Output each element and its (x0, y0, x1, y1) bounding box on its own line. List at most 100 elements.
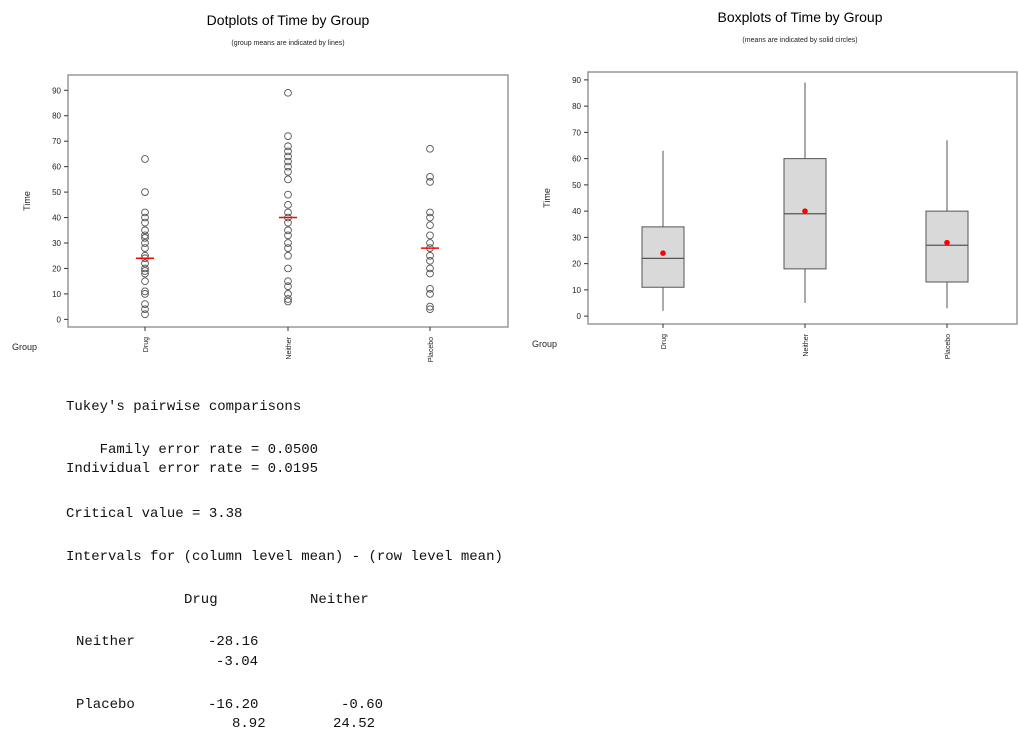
data-point (284, 132, 292, 140)
data-point (426, 208, 434, 217)
y-tick-label: 90 (572, 76, 581, 85)
row-label-neither: Neither (76, 634, 135, 650)
data-point (426, 256, 434, 265)
data-point (284, 226, 292, 235)
x-tick-label: Neither (286, 336, 293, 359)
data-point (284, 200, 292, 209)
data-point (284, 157, 292, 166)
data-point (141, 188, 149, 196)
x-axis-label: Group (12, 342, 37, 352)
data-point (141, 234, 149, 242)
mean-point (944, 239, 950, 246)
data-point (141, 226, 149, 235)
data-point (426, 221, 434, 230)
data-point (284, 239, 292, 247)
data-point (141, 290, 149, 298)
data-point (141, 269, 149, 278)
data-point (284, 152, 292, 161)
interval-lower: -0.60 (341, 697, 384, 713)
y-tick-label: 50 (52, 188, 61, 197)
x-axis-label: Group (532, 339, 557, 349)
dotplot-chart: 0 10 20 30 40 50 60 70 80 90 Time Group Drug Neither P… (12, 74, 509, 362)
box (641, 226, 685, 288)
interval-lower: -28.16 (208, 634, 259, 650)
y-tick-label: 60 (572, 155, 581, 164)
column-header-neither: Neither (310, 592, 369, 608)
x-tick-label: Placebo (945, 334, 952, 359)
data-point (141, 310, 149, 319)
mean-point (802, 208, 808, 214)
data-point (284, 251, 292, 260)
tukey-heading: Tukey's pairwise comparisons (66, 399, 302, 415)
data-point (141, 277, 149, 286)
data-point (284, 244, 292, 252)
y-tick-label: 40 (572, 207, 581, 216)
y-tick-label: 30 (52, 239, 61, 248)
y-tick-label: 80 (572, 102, 581, 111)
data-point (284, 175, 292, 184)
y-tick-label: 30 (572, 233, 581, 242)
column-header-drug: Drug (184, 592, 218, 608)
data-point (141, 259, 149, 268)
data-point (284, 208, 292, 217)
data-point (426, 305, 434, 314)
data-point (141, 300, 149, 308)
boxplot-chart: 0 10 20 30 40 50 60 70 80 90 Time Group Drug Neither P… (532, 71, 1018, 359)
individual-error-rate: Individual error rate = 0.0195 (66, 461, 319, 477)
data-point (141, 251, 149, 260)
y-tick-label: 40 (52, 214, 61, 223)
data-point (284, 282, 292, 291)
critical-value: Critical value = 3.38 (66, 506, 243, 522)
data-point (426, 302, 434, 311)
data-point (141, 264, 149, 273)
y-tick-label: 70 (52, 137, 61, 146)
data-point (141, 231, 149, 240)
x-tick-label: Neither (803, 333, 810, 356)
data-point (141, 218, 149, 227)
y-tick-label: 20 (52, 264, 61, 273)
interval-upper: -3.04 (216, 654, 259, 670)
data-point (426, 251, 434, 260)
data-point (284, 190, 292, 199)
interval-upper: 24.52 (333, 716, 376, 732)
family-error-rate: Family error rate = 0.0500 (66, 442, 319, 458)
y-tick-label: 20 (572, 260, 581, 269)
data-point (284, 167, 292, 176)
data-point (426, 284, 434, 293)
y-tick-label: 80 (52, 112, 61, 121)
data-point (284, 277, 292, 286)
dotplot-subtitle: (group means are indicated by lines) (231, 40, 345, 47)
y-tick-label: 50 (572, 181, 581, 190)
boxplot-subtitle: (means are indicated by solid circles) (742, 37, 858, 44)
data-point (426, 264, 434, 273)
row-label-placebo: Placebo (76, 697, 135, 713)
x-tick-label: Drug (143, 337, 150, 352)
mean-point (660, 250, 666, 256)
data-point (284, 297, 292, 306)
data-point (426, 172, 434, 181)
y-tick-label: 0 (577, 312, 582, 321)
data-point (426, 144, 434, 153)
data-point (284, 142, 292, 151)
box (925, 210, 969, 283)
boxplot-title: Boxplots of Time by Group (717, 9, 883, 25)
dotplot-title: Dotplots of Time by Group (206, 12, 370, 28)
y-tick-label: 90 (52, 86, 61, 95)
y-tick-label: 70 (572, 128, 581, 137)
data-point (141, 239, 149, 247)
data-point (426, 239, 434, 247)
data-point (284, 88, 292, 97)
y-tick-label: 10 (572, 286, 581, 295)
data-point (284, 218, 292, 227)
y-tick-label: 0 (57, 315, 62, 324)
data-point (141, 305, 149, 314)
data-point (284, 290, 292, 298)
interval-lower: -16.20 (208, 697, 259, 713)
data-point (426, 290, 434, 298)
data-point (284, 147, 292, 156)
intervals-heading: Intervals for (column level mean) - (row… (66, 549, 503, 565)
data-point (426, 178, 434, 186)
data-point (426, 231, 434, 240)
data-point (426, 269, 434, 278)
data-point (141, 155, 149, 163)
